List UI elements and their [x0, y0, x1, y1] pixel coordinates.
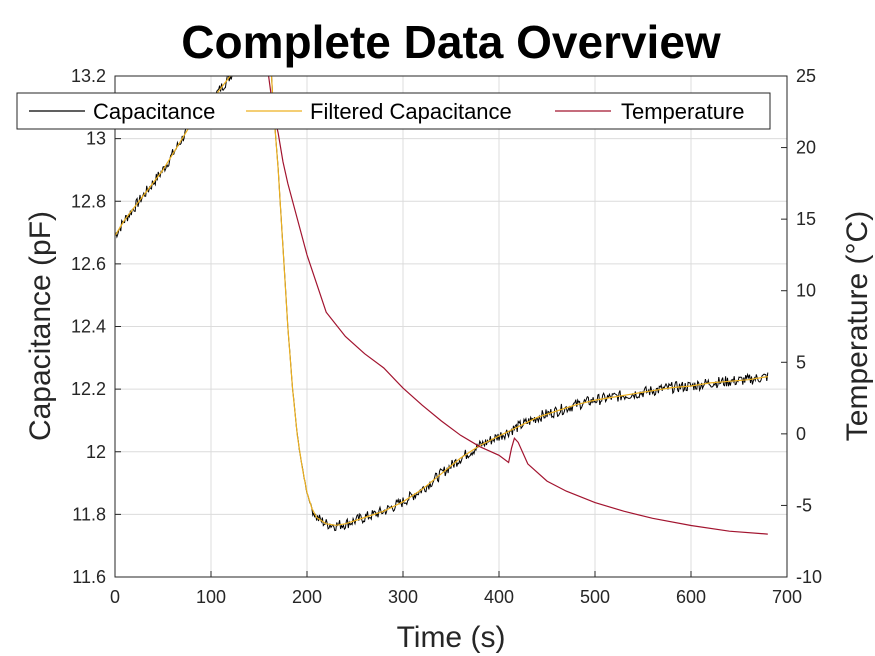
series-line-capacitance: [115, 76, 769, 532]
legend-box: [16, 92, 771, 130]
legend: Capacitance Filtered Capacitance Temperatu…: [16, 92, 771, 130]
legend-label: Filtered Capacitance: [310, 99, 512, 124]
x-tick-label: 100: [196, 587, 226, 607]
x-tick-label: 200: [292, 587, 322, 607]
y-left-tick-label: 11.6: [72, 567, 106, 587]
y-left-tick-label: 12: [86, 442, 106, 462]
y-right-tick-label: -10: [796, 567, 822, 587]
y-axis-right-label: Temperature (°C): [841, 211, 874, 441]
y-left-tick-label: 12.6: [71, 254, 106, 274]
x-tick-label: 700: [772, 587, 802, 607]
y-right-tick-label: 20: [796, 138, 816, 158]
y-left-tick-label: 12.2: [71, 379, 106, 399]
y-left-tick-label: 12.8: [71, 191, 106, 211]
y-left-tick-label: 13: [86, 129, 106, 149]
x-tick-label: 300: [388, 587, 418, 607]
x-tick-label: 600: [676, 587, 706, 607]
x-tick-label: 500: [580, 587, 610, 607]
legend-label: Temperature: [621, 99, 745, 124]
legend-label: Capacitance: [93, 99, 215, 124]
x-tick-label: 0: [110, 587, 120, 607]
y-left-tick-label: 13.2: [71, 66, 106, 86]
y-right-tick-label: 5: [796, 352, 806, 372]
x-axis-label: Time (s): [397, 621, 506, 654]
y-right-tick-label: 10: [796, 281, 816, 301]
series-line-temperature: [268, 76, 768, 535]
y-left-tick-label: 11.8: [72, 504, 106, 524]
y-right-tick-label: 25: [796, 66, 816, 86]
y-right-tick-label: 0: [796, 424, 806, 444]
y-axis-left-label: Capacitance (pF): [24, 211, 57, 441]
chart-title: Complete Data Overview: [181, 16, 721, 68]
axis-ticks: 0 100 200 300 400 500 600 70011.611.81212.212.4…: [71, 66, 822, 607]
y-right-tick-label: -5: [796, 495, 812, 515]
x-tick-label: 400: [484, 587, 514, 607]
y-right-tick-label: 15: [796, 209, 816, 229]
y-left-tick-label: 12.4: [71, 317, 106, 337]
